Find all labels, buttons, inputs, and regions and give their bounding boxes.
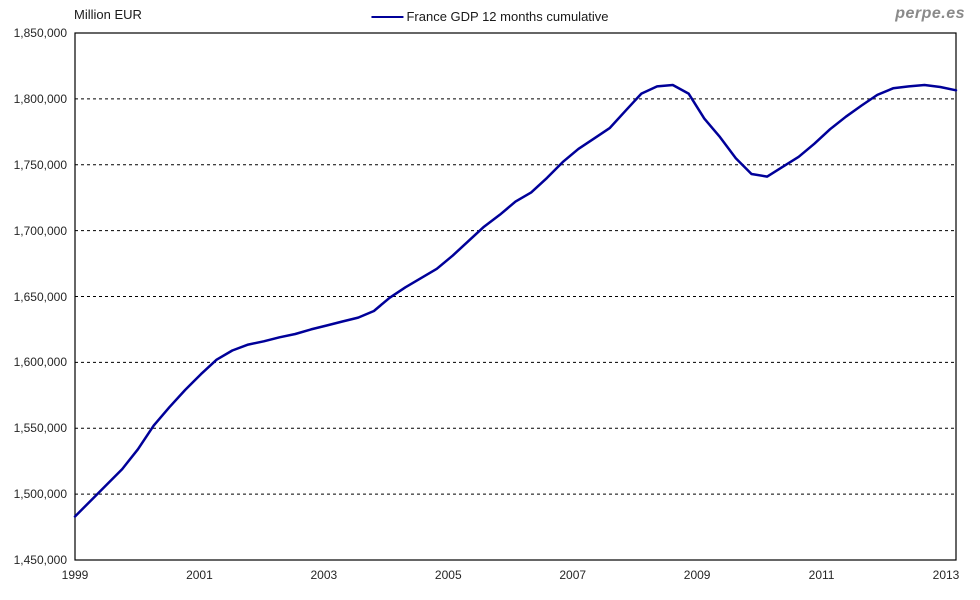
y-axis-tick-label: 1,750,000	[13, 157, 67, 172]
legend-label: France GDP 12 months cumulative	[406, 9, 609, 24]
plot-border	[74, 32, 957, 561]
x-axis-tick-label: 2013	[932, 568, 960, 582]
x-axis-tick-label: 2011	[808, 568, 835, 582]
x-axis-tick-label: 2005	[434, 568, 462, 582]
x-axis-tick-label: 1999	[61, 568, 89, 582]
y-axis-tick-label: 1,600,000	[13, 355, 67, 370]
y-axis-tick-label: 1,800,000	[13, 91, 67, 106]
x-axis-tick-label: 2009	[683, 568, 711, 582]
y-axis-tick-label: 1,550,000	[13, 421, 67, 436]
x-axis-tick-label: 2007	[559, 568, 587, 582]
gdp-line	[73, 83, 958, 518]
watermark: perpe.es	[895, 5, 965, 22]
x-axis-tick-label: 2003	[310, 568, 338, 582]
y-axis-tick-label: 1,450,000	[13, 553, 67, 567]
y-axis-tick-label: 1,850,000	[13, 26, 67, 40]
y-axis-tick-label: 1,500,000	[13, 487, 67, 502]
x-axis-tick-label: 2001	[186, 568, 213, 582]
y-axis-title: Million EUR	[74, 7, 142, 22]
y-axis-tick-label: 1,650,000	[13, 289, 67, 304]
legend-line-sample-icon	[371, 15, 404, 18]
legend: France GDP 12 months cumulative	[371, 9, 609, 24]
y-axis-tick-label: 1,700,000	[13, 223, 67, 238]
